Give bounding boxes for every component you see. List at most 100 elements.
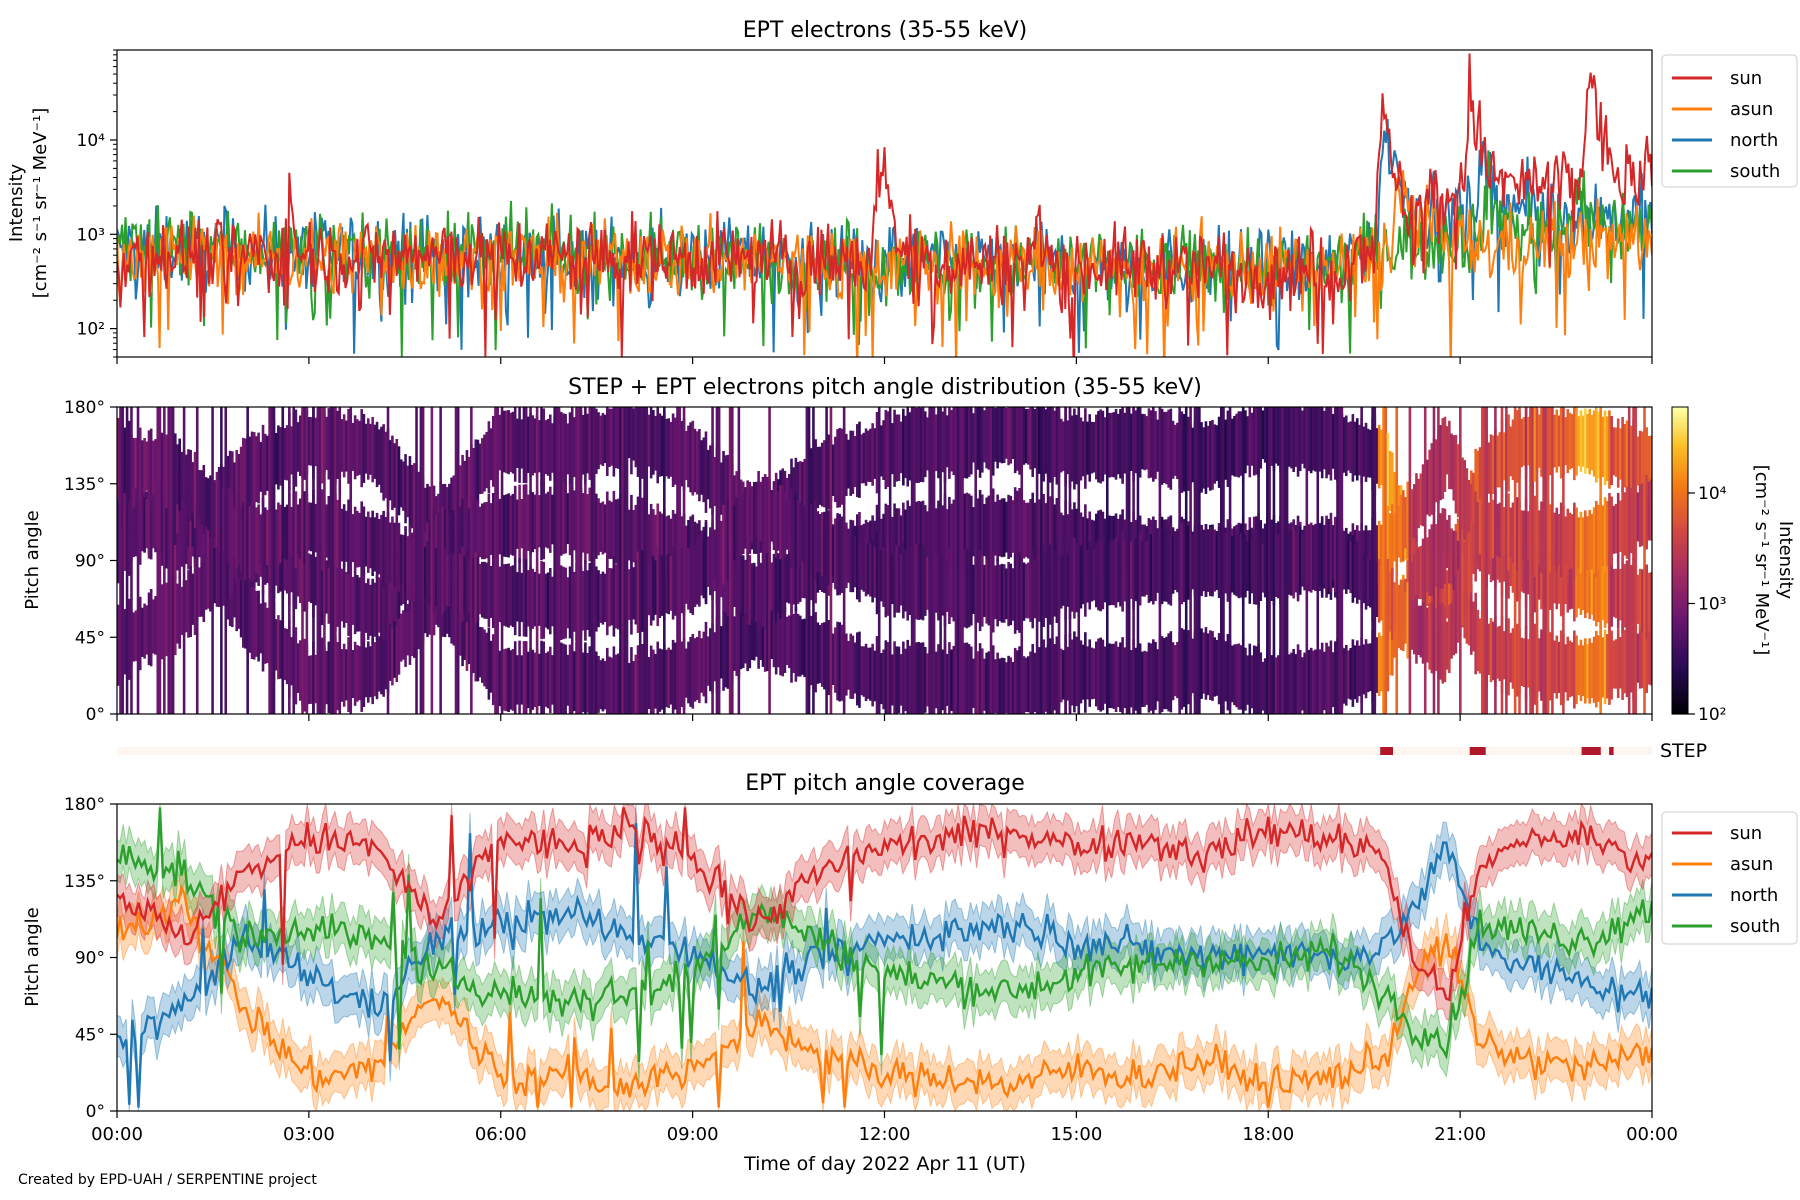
heatmap-cell <box>198 507 201 558</box>
heatmap-cell <box>527 570 530 627</box>
heatmap-cell <box>1623 564 1627 628</box>
heatmap-cell <box>926 511 929 565</box>
heatmap-cell <box>1461 457 1464 530</box>
heatmap-cell <box>437 512 440 574</box>
heatmap-cell <box>1404 497 1407 549</box>
heatmap-cell <box>481 503 484 560</box>
heatmap-cell <box>502 564 506 626</box>
heatmap-cell <box>950 409 953 472</box>
heatmap-cell <box>945 559 949 612</box>
heatmap-cell <box>1404 592 1407 644</box>
heatmap-cell <box>584 407 587 485</box>
heatmap-cell <box>1474 500 1477 582</box>
heatmap-cell <box>994 408 997 462</box>
heatmap-cell <box>858 525 861 603</box>
heatmap-cell <box>511 411 515 474</box>
heatmap-cell <box>1244 534 1247 598</box>
heatmap-cell <box>779 484 782 559</box>
heatmap-cell <box>184 454 188 507</box>
heatmap-cell <box>1594 550 1598 627</box>
heatmap-cell <box>847 641 850 690</box>
heatmap-cell <box>891 553 894 605</box>
heatmap-cell <box>559 642 563 714</box>
heatmap-cell <box>1386 610 1390 692</box>
heatmap-cell <box>1533 407 1537 482</box>
heatmap-cell <box>428 486 431 549</box>
heatmap-cell <box>1263 658 1267 714</box>
heatmap-cell <box>584 642 587 714</box>
heatmap-cell <box>882 513 885 574</box>
heatmap-cell <box>1195 407 1199 714</box>
heatmap-cell <box>669 518 673 574</box>
heatmap-cell <box>871 423 874 486</box>
heatmap-cell <box>1610 496 1613 566</box>
heatmap-cell <box>783 546 787 613</box>
heatmap-cell <box>941 411 945 473</box>
heatmap-cell <box>978 407 982 478</box>
heatmap-cell <box>1557 514 1561 566</box>
heatmap-cell <box>366 641 370 703</box>
heatmap-cell <box>551 576 554 627</box>
panel3-ylabel: Pitch angle <box>22 907 43 1006</box>
panel2-ylabel: Pitch angle <box>22 510 43 609</box>
heatmap-cell <box>178 438 181 511</box>
colorbar-step <box>1672 522 1688 526</box>
heatmap-cell <box>781 543 785 618</box>
heatmap-cell <box>1027 502 1030 559</box>
colorbar-step <box>1672 706 1688 710</box>
heatmap-cell <box>408 456 412 532</box>
heatmap-cell <box>533 494 537 550</box>
heatmap-cell <box>1268 407 1271 714</box>
colorbar-step <box>1672 517 1688 521</box>
heatmap-cell <box>369 517 372 569</box>
heatmap-cell <box>788 550 791 604</box>
heatmap-cell <box>1461 553 1464 626</box>
heatmap-cell <box>485 431 488 489</box>
heatmap-cell <box>130 407 133 714</box>
heatmap-cell <box>941 554 945 616</box>
heatmap-cell <box>1469 483 1473 555</box>
heatmap-cell <box>1092 520 1096 571</box>
heatmap-cell <box>235 562 238 632</box>
heatmap-cell <box>636 551 640 633</box>
heatmap-cell <box>1399 579 1403 648</box>
heatmap-cell <box>127 598 131 680</box>
colorbar-step <box>1672 609 1688 613</box>
heatmap-cell <box>669 421 673 477</box>
heatmap-cell <box>1016 556 1019 631</box>
heatmap-cell <box>1270 407 1274 466</box>
heatmap-cell <box>272 407 276 714</box>
heatmap-cell <box>1584 510 1587 576</box>
heatmap-cell <box>658 511 662 575</box>
heatmap-cell <box>246 407 249 714</box>
heatmap-cell <box>720 462 723 515</box>
heatmap-cell <box>202 553 206 622</box>
heatmap-cell <box>568 412 572 485</box>
heatmap-cell <box>619 407 622 714</box>
heatmap-cell <box>154 596 157 655</box>
heatmap-cell <box>1307 407 1311 472</box>
heatmap-cell <box>667 515 670 576</box>
heatmap-cell <box>509 566 513 626</box>
colorbar-step <box>1672 422 1688 426</box>
heatmap-cell <box>1130 541 1133 599</box>
heatmap-cell <box>790 536 793 617</box>
heatmap-cell <box>478 506 482 558</box>
heatmap-cell <box>134 610 138 662</box>
heatmap-cell <box>1147 408 1151 479</box>
heatmap-cell <box>608 408 611 467</box>
panel3-ytick-label: 180° <box>64 795 105 815</box>
heatmap-cell <box>285 425 289 481</box>
heatmap-cell <box>408 589 412 665</box>
colorbar-step <box>1672 652 1688 656</box>
heatmap-cell <box>1522 544 1526 594</box>
heatmap-cell <box>371 510 374 576</box>
heatmap-cell <box>397 446 401 516</box>
heatmap-cell <box>259 603 263 654</box>
heatmap-cell <box>1057 407 1061 714</box>
heatmap-cell <box>1476 609 1480 672</box>
heatmap-cell <box>1331 525 1335 580</box>
heatmap-cell <box>816 511 820 573</box>
heatmap-cell <box>1393 582 1396 631</box>
heatmap-cell <box>1483 407 1486 714</box>
